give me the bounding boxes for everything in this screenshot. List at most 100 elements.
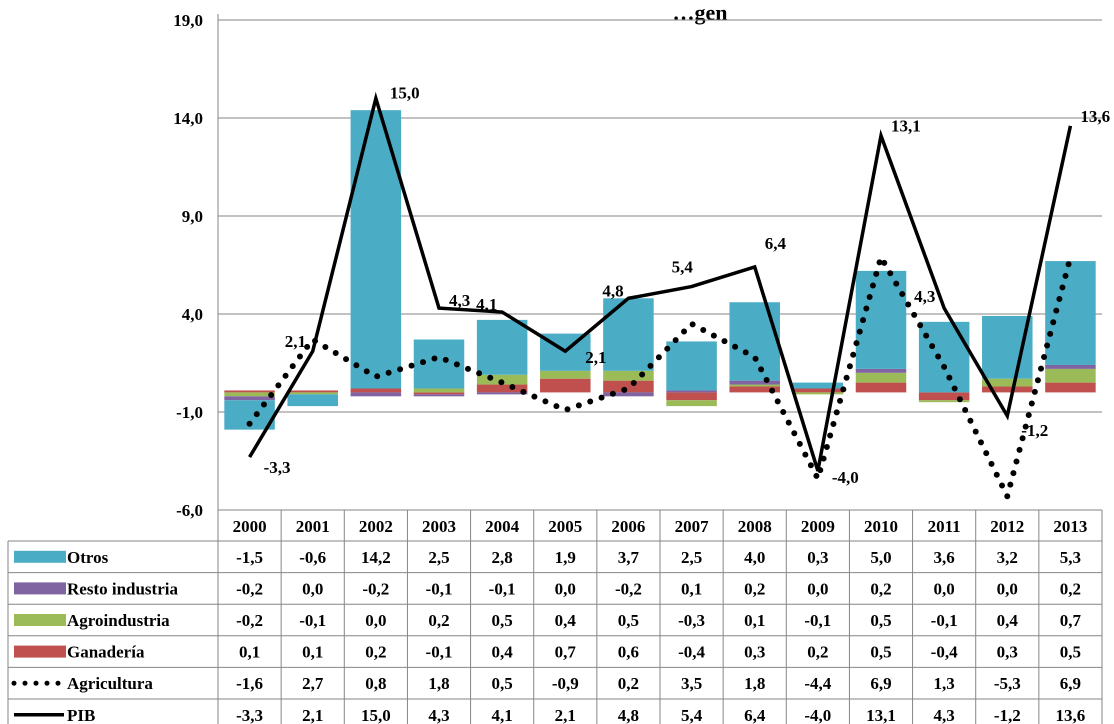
legend-key-agroindustria bbox=[14, 614, 66, 626]
table-cell: 2,8 bbox=[492, 548, 513, 567]
table-cell: 2,1 bbox=[555, 706, 576, 724]
table-cell: -1,5 bbox=[236, 548, 263, 567]
bar-agroindustria-2005 bbox=[540, 370, 591, 379]
bar-ganader-a-2001 bbox=[287, 390, 338, 393]
bar-otros-2008 bbox=[729, 302, 780, 381]
bar-resto-industria-2010 bbox=[855, 368, 907, 373]
pib-label-2012: -1,2 bbox=[1021, 421, 1048, 440]
x-tick-label-2009: 2009 bbox=[801, 517, 835, 536]
pib-label-2003: 4,3 bbox=[449, 291, 470, 310]
y-tick-label: -6,0 bbox=[176, 501, 203, 520]
pib-label-2000: -3,3 bbox=[264, 458, 291, 477]
x-tick-label-2013: 2013 bbox=[1053, 517, 1087, 536]
table-cell: 2,1 bbox=[302, 706, 323, 724]
bar-ganader-a-2013 bbox=[1045, 382, 1096, 393]
bar-resto-industria-2000 bbox=[224, 396, 275, 401]
table-cell: 5,3 bbox=[1060, 548, 1081, 567]
table-cell: 0,0 bbox=[302, 579, 323, 598]
data-table: 2000 2001 2002 2003 2004 2005 2006 2007 2008 2009… bbox=[7, 509, 1103, 724]
table-cell: 3,7 bbox=[618, 548, 640, 567]
bar-otros-2012 bbox=[982, 315, 1033, 379]
x-tick-label-2000: 2000 bbox=[233, 517, 267, 536]
pib-label-2007: 5,4 bbox=[672, 258, 694, 277]
table-cell: 0,2 bbox=[365, 643, 386, 662]
x-tick-label-2011: 2011 bbox=[928, 517, 961, 536]
table-cell: 4,1 bbox=[492, 706, 513, 724]
stacked-bars bbox=[224, 110, 1096, 430]
table-cell: 0,2 bbox=[870, 579, 891, 598]
table-cell: 0,1 bbox=[302, 643, 323, 662]
x-tick-label-2001: 2001 bbox=[296, 517, 330, 536]
x-tick-label-2004: 2004 bbox=[485, 517, 520, 536]
table-cell: 1,3 bbox=[934, 674, 955, 693]
bar-agroindustria-2010 bbox=[855, 372, 907, 383]
x-tick-label-2005: 2005 bbox=[548, 517, 582, 536]
table-cell: -4,0 bbox=[804, 706, 831, 724]
table-cell: 0,4 bbox=[997, 611, 1019, 630]
bar-ganader-a-2009 bbox=[792, 388, 844, 393]
bar-resto-industria-2004 bbox=[476, 392, 528, 395]
table-cell: -0,1 bbox=[489, 579, 516, 598]
pib-label-2009: -4,0 bbox=[832, 468, 859, 487]
x-tick-label-2003: 2003 bbox=[422, 517, 456, 536]
row-label: Agricultura bbox=[67, 674, 153, 693]
y-tick-label: 4,0 bbox=[182, 305, 203, 324]
table-cell: -3,3 bbox=[236, 706, 263, 724]
row-label: Otros bbox=[67, 548, 109, 567]
table-cell: 2,5 bbox=[428, 548, 449, 567]
table-cell: 0,2 bbox=[618, 674, 639, 693]
table-cell: 15,0 bbox=[361, 706, 391, 724]
y-tick-label: 9,0 bbox=[182, 207, 203, 226]
bar-resto-industria-2008 bbox=[729, 380, 780, 385]
table-cell: 0,1 bbox=[744, 611, 765, 630]
bar-ganader-a-2000 bbox=[224, 390, 275, 393]
y-axis: 19,0 14,0 9,0 4,0 -1,0 -6,0 bbox=[173, 11, 219, 520]
bar-agroindustria-2011 bbox=[918, 400, 970, 403]
table-cell: 1,8 bbox=[744, 674, 765, 693]
table-cell: -0,4 bbox=[931, 643, 958, 662]
table-cell: 0,3 bbox=[807, 548, 828, 567]
table-cell: 4,3 bbox=[428, 706, 449, 724]
table-cell: 13,6 bbox=[1056, 706, 1086, 724]
row-label: Ganadería bbox=[67, 643, 145, 662]
bar-agroindustria-2009 bbox=[792, 392, 844, 395]
table-cell: -0,9 bbox=[552, 674, 579, 693]
bar-otros-2004 bbox=[476, 319, 528, 375]
bar-ganader-a-2005 bbox=[540, 378, 591, 393]
bar-resto-industria-2013 bbox=[1045, 364, 1096, 369]
table-cell: 0,5 bbox=[492, 674, 513, 693]
table-cell: 1,9 bbox=[555, 548, 576, 567]
table-cell: -0,1 bbox=[426, 579, 453, 598]
table-cell: 0,7 bbox=[555, 643, 577, 662]
table-cell: 0,3 bbox=[997, 643, 1018, 662]
table-cell: 2,5 bbox=[681, 548, 702, 567]
table-cell: 0,5 bbox=[492, 611, 513, 630]
bar-agroindustria-2006 bbox=[603, 370, 654, 381]
bar-ganader-a-2012 bbox=[982, 386, 1033, 393]
line-agricultura bbox=[246, 249, 1074, 505]
table-cell: 0,0 bbox=[807, 579, 828, 598]
x-tick-label-2006: 2006 bbox=[611, 517, 645, 536]
chart-title: …gen bbox=[673, 0, 728, 25]
y-tick-label: -1,0 bbox=[176, 403, 203, 422]
bar-otros-2009 bbox=[792, 382, 844, 389]
pib-label-2001: 2,1 bbox=[285, 332, 306, 351]
table-cell: 0,2 bbox=[1060, 579, 1081, 598]
table-cell: 0,8 bbox=[365, 674, 386, 693]
legend-key-otros bbox=[14, 550, 66, 563]
pib-label-2002: 15,0 bbox=[390, 83, 420, 102]
table-cell: 0,1 bbox=[681, 579, 702, 598]
table-cell: 13,1 bbox=[866, 706, 896, 724]
pib-data-labels: -3,3 2,1 15,0 4,3 4,1 2,1 4,8 5,4 6,4 -4,0 13,1 4,3… bbox=[264, 83, 1111, 486]
pib-label-2006: 4,8 bbox=[602, 281, 623, 300]
pib-label-2010: 13,1 bbox=[891, 117, 921, 136]
table-cell: 0,2 bbox=[744, 579, 765, 598]
table-cell: -0,4 bbox=[678, 643, 705, 662]
pib-label-2005: 2,1 bbox=[585, 348, 606, 367]
bar-ganader-a-2008 bbox=[729, 386, 780, 393]
table-cell: -0,3 bbox=[678, 611, 705, 630]
table-cell: 0,6 bbox=[618, 643, 639, 662]
row-label: Resto industria bbox=[67, 579, 178, 598]
row-label: Agroindustria bbox=[67, 611, 170, 630]
table-cell: -0,2 bbox=[615, 579, 642, 598]
